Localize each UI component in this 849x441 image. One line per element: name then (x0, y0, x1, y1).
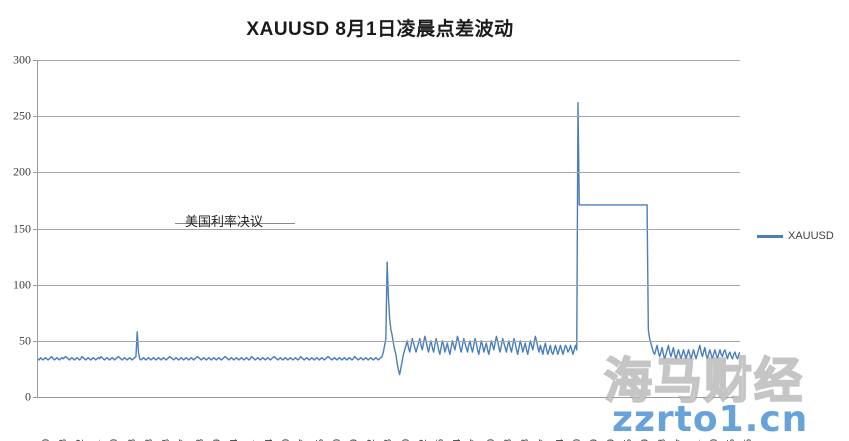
legend-label-xauusd: XAUUSD (788, 230, 834, 242)
gridline (38, 284, 740, 286)
y-axis-tick (33, 116, 38, 118)
y-axis: 0 50 100 150 200 250 300 (0, 0, 31, 441)
x-axis: 0:00:000:09:430:19:420:29:310:39:100:48:… (37, 399, 754, 441)
y-axis-tick (33, 60, 38, 61)
legend: XAUUSD (757, 230, 834, 242)
legend-swatch-xauusd (757, 234, 783, 238)
annotation-leader-line (175, 223, 295, 224)
y-axis-tick (33, 284, 38, 286)
y-axis-tick-label: 100 (13, 277, 31, 292)
y-axis-tick-label: 150 (13, 221, 31, 235)
y-axis-tick (33, 397, 38, 398)
y-axis-tick-label: 0 (25, 389, 31, 404)
y-axis-tick (33, 340, 38, 342)
y-axis-tick-label: 200 (13, 164, 31, 179)
y-axis-tick-label: 300 (13, 52, 31, 67)
gridline (38, 340, 740, 342)
plot-area (33, 60, 740, 398)
gridline (38, 116, 740, 118)
gridline (38, 60, 740, 61)
series-xauusd (38, 101, 740, 376)
y-axis-tick-label: 50 (19, 333, 31, 348)
y-axis-tick (33, 172, 38, 174)
gridline (38, 172, 740, 174)
annotation-rate-decision: 美国利率决议 (185, 215, 264, 230)
gridline (38, 228, 740, 230)
chart-title: XAUUSD 8月1日凌晨点差波动 (246, 19, 514, 40)
y-axis-tick (33, 228, 38, 230)
y-axis-tick-label: 250 (13, 108, 31, 123)
